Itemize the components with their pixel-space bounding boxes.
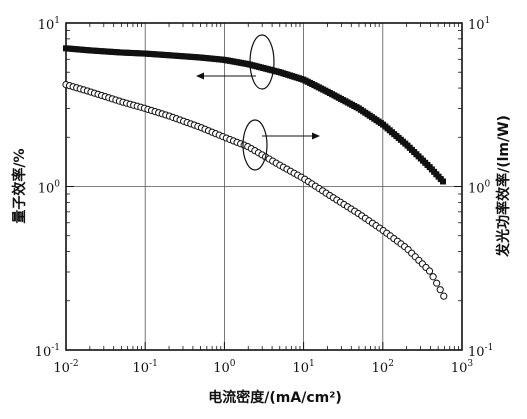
- y-tick-label-right: 10-1: [468, 343, 493, 360]
- x-tick-label: 103: [451, 359, 474, 376]
- x-tick-label: 10-1: [133, 359, 158, 376]
- x-axis-label: 电流密度/(mA/cm²): [208, 389, 341, 406]
- y-tick-label-left-exponent: 0: [54, 180, 60, 190]
- y-axis-label-right: 发光功率效率/(lm/W): [495, 115, 512, 258]
- data-point-square: [439, 178, 446, 185]
- x-tick-label-exponent: 3: [467, 359, 473, 369]
- y-tick-label-right: 101: [468, 16, 490, 33]
- annotation-ellipse-upper: [249, 34, 275, 90]
- y-tick-label-left-exponent: -1: [51, 343, 60, 353]
- x-tick-label: 102: [372, 359, 394, 376]
- y-tick-label-right-exponent: 0: [485, 180, 491, 190]
- x-tick-label-base: 10: [213, 361, 230, 376]
- series-1-filled-square: [63, 45, 446, 185]
- x-tick-label: 10-2: [53, 359, 78, 376]
- x-tick-label-base: 10: [133, 361, 150, 376]
- data-point-circle: [436, 286, 444, 294]
- y-tick-label-right-exponent: -1: [485, 343, 494, 353]
- x-tick-label-base: 10: [451, 361, 468, 376]
- x-tick-label-exponent: 0: [230, 359, 236, 369]
- y-tick-label-left: 101: [38, 16, 60, 33]
- data-point-circle: [440, 292, 448, 300]
- y-tick-label-left: 10-1: [35, 343, 60, 360]
- x-tick-label-exponent: 2: [388, 359, 394, 369]
- annotation-ellipse-lower: [242, 119, 268, 171]
- annotation-arrowhead-right: [312, 132, 320, 140]
- series-layer: [62, 45, 448, 300]
- x-tick-label-exponent: -1: [149, 359, 158, 369]
- x-tick-label: 100: [213, 359, 236, 376]
- grid-lines: [66, 23, 462, 350]
- y-tick-label-left-base: 10: [38, 182, 55, 197]
- x-tick-label-exponent: 1: [309, 359, 315, 369]
- y-tick-label-right: 100: [468, 180, 491, 197]
- x-tick-label-exponent: -2: [70, 359, 79, 369]
- x-tick-label: 101: [292, 359, 314, 376]
- y-tick-label-right-base: 10: [468, 18, 485, 33]
- series-2-open-circle: [62, 80, 448, 300]
- x-tick-label-base: 10: [372, 361, 389, 376]
- y-tick-label-right-exponent: 1: [485, 16, 491, 26]
- annotation-arrowhead-left: [196, 72, 204, 80]
- x-tick-label-base: 10: [292, 361, 309, 376]
- data-point-circle: [425, 267, 434, 275]
- y-tick-label-left-exponent: 1: [54, 16, 60, 26]
- y-tick-label-right-base: 10: [468, 182, 485, 197]
- y-tick-label-left: 100: [38, 180, 61, 197]
- y-tick-label-right-base: 10: [468, 345, 485, 360]
- y-tick-label-left-base: 10: [38, 18, 55, 33]
- y-axis-label-left: 量子效率/%: [11, 148, 28, 223]
- x-tick-label-base: 10: [53, 361, 70, 376]
- data-point-circle: [429, 273, 437, 281]
- annotations: [196, 34, 320, 171]
- y-tick-label-left-base: 10: [35, 345, 52, 360]
- data-point-circle: [433, 279, 441, 287]
